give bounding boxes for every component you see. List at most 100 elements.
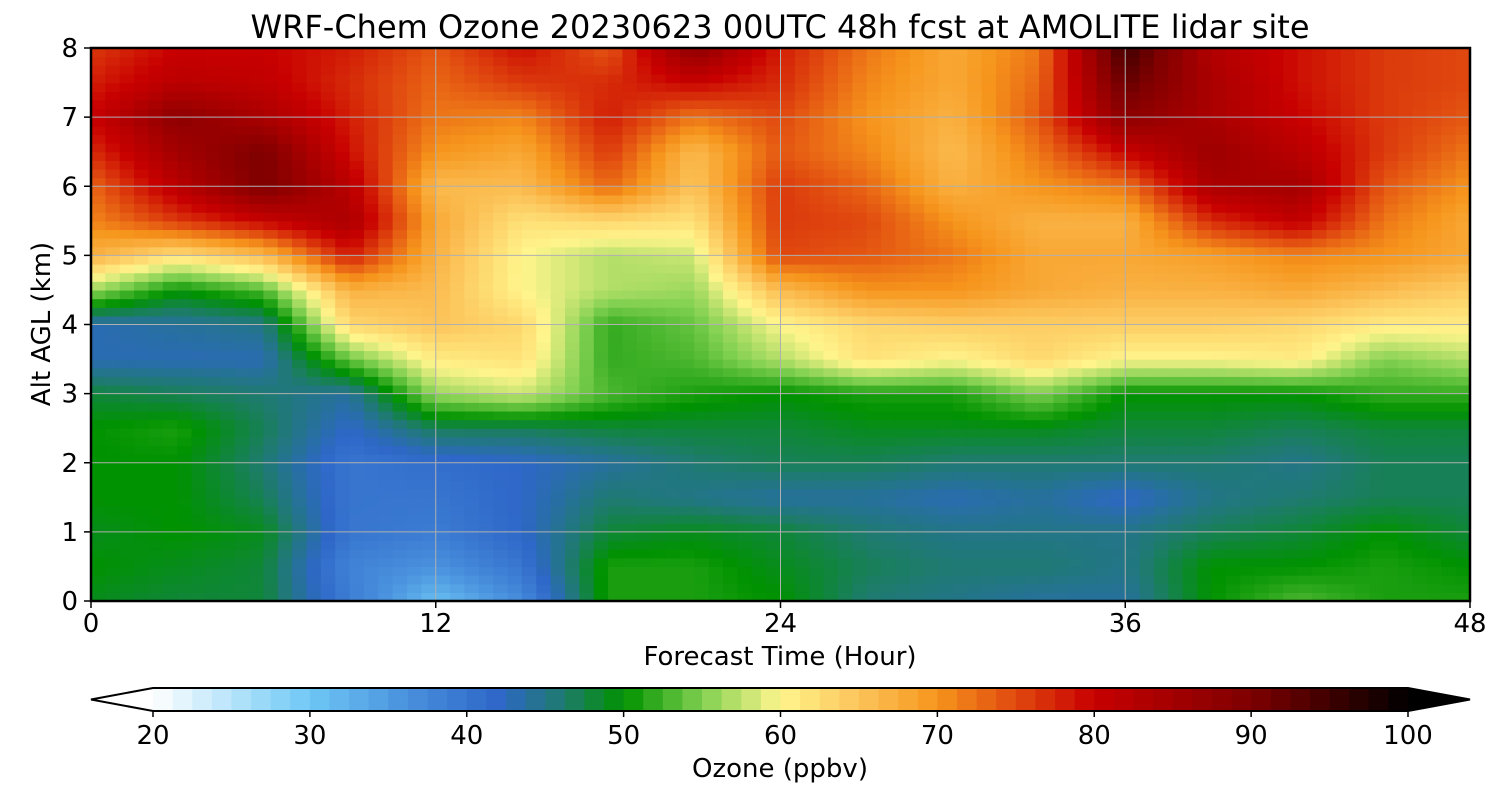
heat-cell	[837, 410, 853, 421]
heat-cell	[809, 549, 825, 559]
heat-cell	[1268, 177, 1284, 187]
heat-cell	[593, 168, 609, 179]
heat-cell	[967, 488, 983, 498]
heat-cell	[148, 333, 164, 343]
heat-cell	[1182, 531, 1198, 542]
heat-cell	[995, 583, 1011, 593]
heat-cell	[737, 229, 753, 239]
heat-cell	[866, 255, 882, 265]
heat-cell	[521, 272, 537, 282]
heat-cell	[1240, 402, 1256, 412]
heat-cell	[1240, 307, 1256, 317]
heat-cell	[550, 255, 566, 265]
heat-cell	[723, 384, 738, 395]
heat-cell	[967, 393, 983, 403]
heat-cell	[622, 359, 638, 369]
heat-cell	[220, 419, 236, 429]
heat-cell	[450, 160, 466, 170]
heat-cell	[794, 549, 810, 559]
heat-cell	[794, 264, 810, 274]
heat-cell	[952, 393, 968, 403]
heat-cell	[1412, 384, 1428, 395]
heat-cell	[1125, 307, 1141, 317]
heat-cell	[306, 592, 322, 601]
heat-cell	[1024, 566, 1040, 576]
heat-cell	[119, 393, 135, 403]
heat-cell	[1369, 480, 1385, 490]
heat-cell	[881, 505, 897, 516]
heat-cell	[435, 592, 451, 601]
heat-cell	[909, 419, 925, 429]
heat-cell	[1096, 160, 1112, 170]
heat-cell	[91, 531, 106, 542]
heat-cell	[464, 186, 480, 196]
heat-cell	[320, 523, 336, 533]
heat-cell	[780, 575, 796, 585]
heat-cell	[450, 592, 466, 601]
heat-cell	[91, 220, 106, 231]
heat-cell	[1398, 540, 1414, 550]
heat-cell	[91, 428, 106, 438]
heat-cell	[579, 557, 595, 568]
heat-cell	[550, 229, 566, 239]
heat-cell	[751, 307, 767, 317]
heat-cell	[162, 307, 178, 317]
heat-cell	[665, 540, 681, 550]
heat-cell	[464, 333, 480, 343]
heat-cell	[1268, 419, 1284, 429]
heat-cell	[1369, 324, 1385, 334]
heat-cell	[521, 186, 537, 196]
heat-cell	[1355, 566, 1371, 576]
heat-cell	[335, 428, 351, 438]
heat-cell	[1082, 341, 1098, 352]
heat-cell	[1283, 315, 1299, 326]
heat-cell	[881, 488, 897, 498]
heat-cell	[1168, 583, 1184, 593]
heat-cell	[1125, 229, 1141, 239]
heat-cell	[565, 436, 580, 447]
heat-cell	[1326, 540, 1342, 550]
heat-cell	[1153, 333, 1169, 343]
heat-cell	[407, 229, 422, 239]
heat-cell	[1153, 341, 1169, 352]
heat-cell	[809, 367, 825, 377]
heat-cell	[1211, 376, 1227, 386]
heat-cell	[1412, 419, 1428, 429]
heat-cell	[723, 315, 738, 326]
heat-cell	[263, 367, 279, 377]
heat-cell	[1297, 324, 1313, 334]
heat-cell	[249, 531, 264, 542]
heat-cell	[981, 229, 997, 239]
heat-cell	[177, 384, 193, 395]
heat-cell	[1326, 264, 1342, 274]
heat-cell	[191, 523, 207, 533]
heat-cell	[636, 324, 652, 334]
heat-cell	[1455, 229, 1470, 239]
heat-cell	[981, 549, 997, 559]
heat-cell	[134, 454, 150, 464]
heat-cell	[823, 220, 839, 231]
heat-cell	[1197, 264, 1213, 274]
heat-cell	[1010, 333, 1026, 343]
heat-cell	[536, 160, 552, 170]
heat-cell	[1297, 523, 1313, 533]
heat-cell	[1096, 186, 1112, 196]
heat-cell	[565, 203, 580, 213]
heat-cell	[263, 186, 279, 196]
heat-cell	[205, 220, 221, 231]
heat-cell	[1125, 341, 1141, 352]
heat-cell	[1240, 168, 1256, 179]
heat-cell	[1326, 341, 1342, 352]
heat-cell	[521, 350, 537, 360]
heat-cell	[1067, 523, 1083, 533]
heat-cell	[1398, 151, 1414, 161]
heat-cell	[967, 471, 983, 481]
heat-cell	[435, 445, 451, 455]
heat-cell	[306, 566, 322, 576]
heat-cell	[565, 575, 580, 585]
heat-cell	[852, 298, 868, 308]
heat-cell	[1340, 151, 1356, 161]
heat-cell	[1211, 410, 1227, 421]
heat-cell	[1254, 186, 1270, 196]
heat-cell	[550, 151, 566, 161]
